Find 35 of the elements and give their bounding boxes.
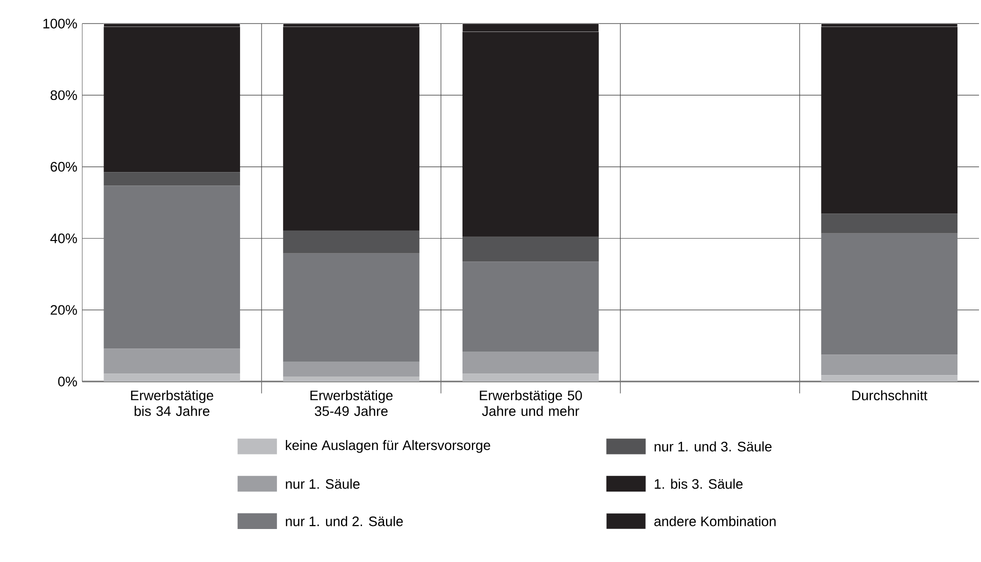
y-tick-label: 80% — [50, 90, 77, 100]
bar — [283, 362, 420, 376]
legend-label: keine Auslagen für Altersvorsorge — [286, 440, 490, 453]
y-tick-label: 100% — [43, 18, 77, 28]
bar — [821, 374, 958, 382]
bar — [462, 373, 599, 382]
bar — [821, 233, 958, 354]
legend-label: nur 1. und 2. Säule — [286, 516, 403, 526]
bar — [462, 236, 599, 262]
bar — [104, 172, 240, 186]
bar — [462, 352, 599, 374]
bar — [104, 26, 240, 172]
x-tick-label: Erwerbstätige 50 Jahre und mehr — [480, 390, 582, 416]
y-tick-label: 20% — [50, 304, 77, 315]
legend-label: nur 1. und 3. Säule — [654, 441, 772, 452]
legend-label: nur 1. Säule — [286, 478, 360, 489]
x-tick-label: Erwerbstätige bis 34 Jahre — [131, 390, 214, 416]
bar — [104, 373, 240, 382]
bar — [283, 253, 420, 362]
bar — [283, 376, 420, 382]
legend-label: andere Kombination — [654, 516, 776, 526]
x-tick-label: Erwerbstätige 35-49 Jahre — [310, 390, 393, 416]
bar — [821, 213, 958, 234]
bar — [104, 348, 240, 374]
y-tick-label: 60% — [50, 162, 77, 172]
bar — [283, 230, 420, 254]
y-tick-label: 40% — [50, 233, 77, 243]
legend-label: 1. bis 3. Säule — [654, 478, 743, 489]
y-tick-label: 0% — [58, 376, 77, 386]
bar — [462, 261, 599, 352]
bar — [104, 186, 240, 348]
bar — [821, 354, 958, 375]
bar — [821, 26, 958, 214]
bar — [283, 26, 420, 230]
x-tick-label: Durchschnitt — [852, 390, 928, 400]
